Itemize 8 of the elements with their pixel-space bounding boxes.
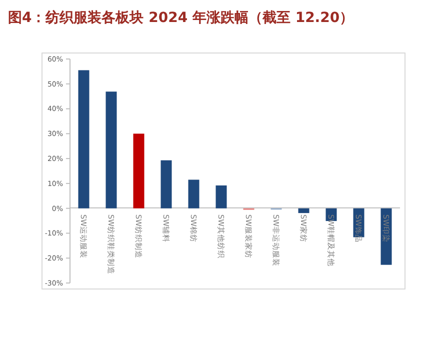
- bar: [216, 185, 227, 208]
- bar: [106, 92, 117, 208]
- bar: [160, 160, 172, 208]
- bar: [78, 70, 90, 208]
- bar: [298, 208, 310, 214]
- bar: [188, 180, 200, 208]
- bar: [133, 134, 144, 208]
- chart-title: 图4：纺织服装各板块 2024 年涨跌幅（截至 12.20）: [8, 9, 354, 26]
